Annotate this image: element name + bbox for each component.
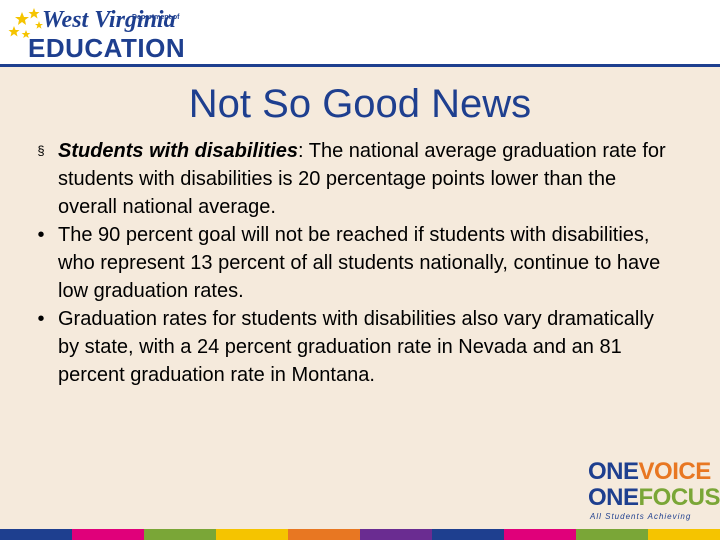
stripe-segment <box>144 529 216 540</box>
stars-icon <box>8 8 43 38</box>
stripe-segment <box>504 529 576 540</box>
bullet-text: : The national average graduation rate f… <box>58 140 666 218</box>
bullet-lead: Students with disabilities <box>58 140 299 162</box>
brand-one: ONE <box>588 484 639 511</box>
header: West Virginia Department of EDUCATION <box>0 0 720 67</box>
color-stripe <box>0 529 720 540</box>
bullet-marker-icon: § <box>37 143 45 158</box>
brand-tagline: All Students Achieving <box>590 512 692 521</box>
bullet-item: • The 90 percent goal will not be reache… <box>30 221 670 305</box>
bullet-item: § Students with disabilities: The nation… <box>30 137 670 221</box>
wv-education-logo: West Virginia Department of EDUCATION <box>8 4 198 63</box>
bullet-text: The 90 percent goal will not be reached … <box>58 224 661 302</box>
stripe-segment <box>216 529 288 540</box>
brand-one: ONE <box>588 458 639 485</box>
stripe-segment <box>288 529 360 540</box>
stripe-segment <box>648 529 720 540</box>
stripe-segment <box>360 529 432 540</box>
bullet-item: • Graduation rates for students with dis… <box>30 305 670 389</box>
bullet-marker-icon: • <box>37 224 45 246</box>
stripe-segment <box>576 529 648 540</box>
logo-state-name: West Virginia <box>42 7 176 33</box>
bullet-list: § Students with disabilities: The nation… <box>30 137 670 389</box>
one-voice-one-focus-logo: ONEVOICE ONEFOCUS All Students Achieving <box>588 458 720 526</box>
brand-voice: VOICE <box>638 458 712 485</box>
bullet-marker-icon: • <box>37 308 45 330</box>
stripe-segment <box>432 529 504 540</box>
brand-focus: FOCUS <box>638 484 720 511</box>
bullet-text: Graduation rates for students with disab… <box>58 308 654 386</box>
header-band <box>0 64 720 67</box>
logo-education: EDUCATION <box>28 33 186 63</box>
stripe-segment <box>72 529 144 540</box>
logo-department: Department of <box>132 14 180 21</box>
slide-title: Not So Good News <box>188 82 532 126</box>
stripe-segment <box>0 529 72 540</box>
